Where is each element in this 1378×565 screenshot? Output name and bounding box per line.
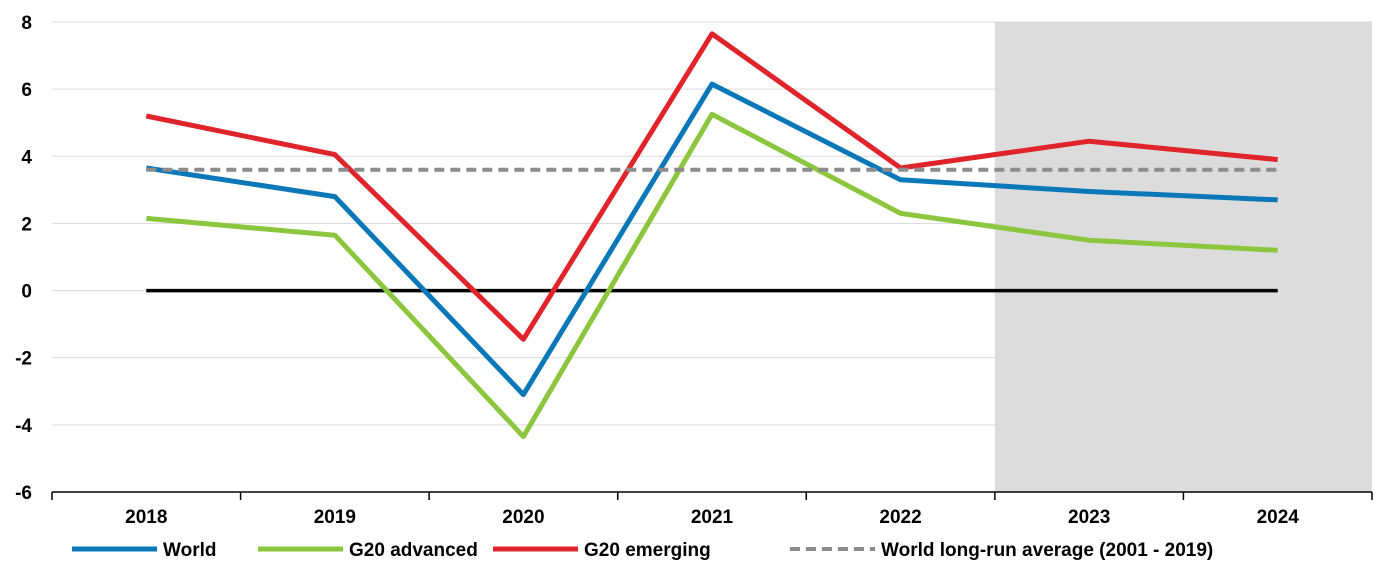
legend-label-world-long-run-average-2001-2019: World long-run average (2001 - 2019) bbox=[881, 540, 1213, 561]
y-tick-label: 6 bbox=[21, 80, 32, 101]
x-axis-ticks: 2018 2019 2020 2021 2022 2023 2024 bbox=[125, 507, 1299, 528]
x-tick-label: 2019 bbox=[314, 507, 356, 528]
x-tick-label: 2021 bbox=[691, 507, 734, 528]
series-lines bbox=[145, 31, 1278, 440]
y-tick-label: 0 bbox=[21, 282, 32, 303]
series-line-world bbox=[145, 81, 1278, 398]
projection-shading bbox=[994, 22, 1372, 492]
legend-label-world: World bbox=[163, 540, 216, 561]
legend-label-g20-emerging: G20 emerging bbox=[584, 540, 711, 561]
y-tick-label: 2 bbox=[21, 214, 32, 235]
series-line-g20-emerging bbox=[145, 31, 1278, 342]
y-tick-label: -2 bbox=[15, 349, 32, 370]
y-axis-ticks: -6 -4 -2 0 2 4 6 8 bbox=[15, 13, 32, 504]
legend-label-g20-advanced: G20 advanced bbox=[349, 540, 478, 561]
x-tick-label: 2022 bbox=[879, 507, 921, 528]
x-axis bbox=[51, 491, 1373, 500]
x-tick-label: 2020 bbox=[502, 507, 544, 528]
series-line-g20-advanced bbox=[146, 111, 1278, 440]
projection-shading-layer bbox=[994, 22, 1372, 492]
y-tick-label: 4 bbox=[21, 147, 32, 168]
y-tick-label: 8 bbox=[21, 13, 32, 34]
x-tick-label: 2018 bbox=[125, 507, 167, 528]
legend: World G20 advanced G20 emerging World long-… bbox=[72, 540, 1213, 561]
y-tick-label: -6 bbox=[15, 483, 32, 504]
y-tick-label: -4 bbox=[15, 416, 32, 437]
x-tick-label: 2024 bbox=[1257, 507, 1300, 528]
x-tick-label: 2023 bbox=[1068, 507, 1110, 528]
